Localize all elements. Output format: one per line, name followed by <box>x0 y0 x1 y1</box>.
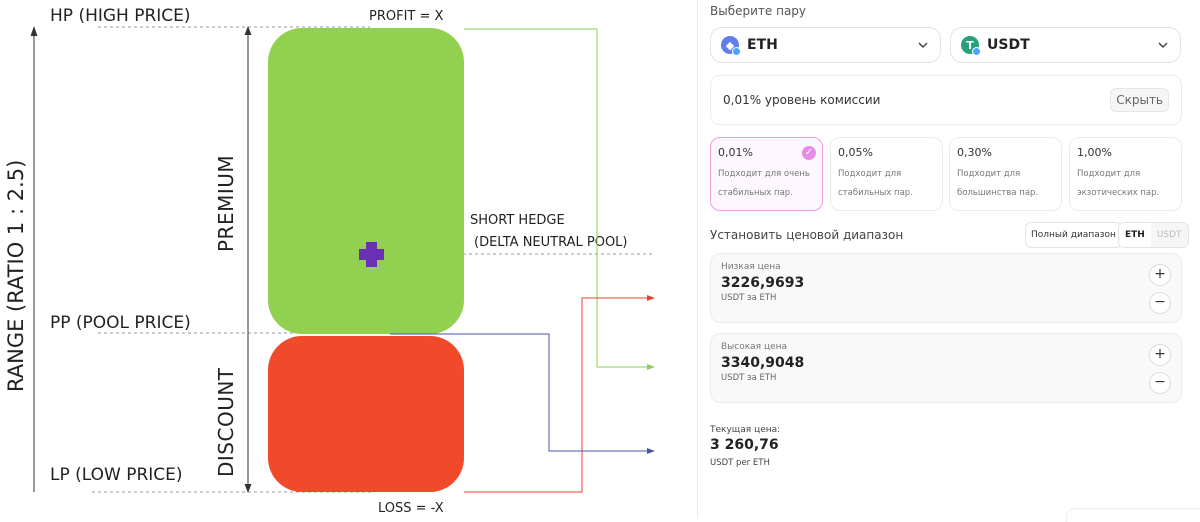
high-price-input[interactable]: Высокая цена 3340,9048 USDT за ETH + − <box>710 333 1182 403</box>
fee-tier-desc-line1: Подходит для очень <box>718 169 810 179</box>
fee-tier-pct: 0,01% <box>718 146 753 159</box>
lp-label: LP (LOW PRICE) <box>50 465 183 485</box>
chevron-down-icon <box>918 42 928 49</box>
fee-tier-option-1-00[interactable]: 1,00% Подходит для экзотических пар. <box>1069 137 1182 211</box>
fee-tier-desc-line1: Подходит для <box>957 169 1021 179</box>
fee-tier-pct: 0,05% <box>838 146 873 159</box>
range-diagram: RANGE (RATIO 1 : 2.5) HP (HIGH PRICE) PP… <box>4 6 655 516</box>
fee-tier-pct: 1,00% <box>1077 146 1112 159</box>
eth-icon: ◆ <box>721 36 741 56</box>
fee-tier-desc-line1: Подходит для <box>1077 169 1141 179</box>
pool-connector <box>390 333 648 452</box>
high-price-increment-button[interactable]: + <box>1149 344 1171 366</box>
current-price-unit: USDT per ETH <box>710 458 770 468</box>
low-price-unit: USDT за ETH <box>721 293 777 303</box>
fee-tier-desc-line1: Подходит для <box>838 169 902 179</box>
low-price-value[interactable]: 3226,9693 <box>721 275 805 291</box>
fee-tier-summary: 0,01% уровень комиссии Скрыть <box>710 75 1182 125</box>
token-a-select[interactable]: ◆ ETH <box>710 27 941 63</box>
full-range-button[interactable]: Полный диапазон <box>1025 222 1122 248</box>
toggle-usdt[interactable]: USDT <box>1150 223 1188 247</box>
panel-corner-card <box>1066 508 1200 522</box>
fee-tier-option-0-30[interactable]: 0,30% Подходит для большинства пар. <box>949 137 1062 211</box>
bracket-bottom-arrow <box>244 484 252 493</box>
usdt-icon: T <box>961 36 981 56</box>
profit-arrowhead <box>647 364 655 370</box>
fee-tier-desc-line2: стабильных пар. <box>718 188 793 198</box>
high-price-decrement-button[interactable]: − <box>1149 372 1171 394</box>
low-price-label: Низкая цена <box>721 262 781 272</box>
pool-settings-panel: Выберите пару ◆ ETH T USDT 0,01% уровень… <box>697 0 1200 522</box>
pp-label: PP (POOL PRICE) <box>50 313 191 333</box>
select-pair-title: Выберите пару <box>710 4 807 18</box>
short-hedge-cross-icon <box>359 242 384 267</box>
pool-arrowhead <box>647 448 655 454</box>
premium-box <box>268 28 464 334</box>
token-a-symbol: ETH <box>747 37 778 53</box>
discount-box <box>268 336 464 492</box>
low-price-increment-button[interactable]: + <box>1149 264 1171 286</box>
current-price-label: Текущая цена: <box>710 425 781 435</box>
fee-tier-pct: 0,30% <box>957 146 992 159</box>
range-label: RANGE (RATIO 1 : 2.5) <box>4 160 28 392</box>
set-price-range-title: Установить ценовой диапазон <box>710 228 904 242</box>
short-hedge-label: SHORT HEDGE <box>470 213 565 228</box>
loss-connector <box>464 297 648 493</box>
discount-label: DISCOUNT <box>214 367 238 477</box>
token-b-select[interactable]: T USDT <box>950 27 1181 63</box>
fee-tier-option-0-05[interactable]: 0,05% Подходит для стабильных пар. <box>830 137 943 211</box>
high-price-value[interactable]: 3340,9048 <box>721 355 805 371</box>
fee-tier-desc-line2: стабильных пар. <box>838 188 913 198</box>
premium-label: PREMIUM <box>214 155 238 252</box>
fee-tier-desc-line2: большинства пар. <box>957 188 1039 198</box>
fee-tier-text: 0,01% уровень комиссии <box>723 93 881 107</box>
token-b-symbol: USDT <box>987 37 1030 53</box>
high-price-unit: USDT за ETH <box>721 373 777 383</box>
fee-tier-desc-line2: экзотических пар. <box>1077 188 1160 198</box>
chevron-down-icon <box>1158 42 1168 49</box>
loss-arrowhead <box>647 295 655 301</box>
fee-tier-option-0-01[interactable]: 0,01% Подходит для очень стабильных пар.… <box>710 137 823 211</box>
profit-label: PROFIT = X <box>369 9 444 24</box>
hp-label: HP (HIGH PRICE) <box>50 6 191 26</box>
loss-label: LOSS = -X <box>378 501 444 516</box>
denomination-toggle: ETH USDT <box>1118 222 1189 248</box>
high-price-label: Высокая цена <box>721 342 788 352</box>
bracket-top-arrow <box>244 26 252 35</box>
toggle-eth[interactable]: ETH <box>1119 223 1151 247</box>
profit-connector <box>464 28 648 368</box>
hide-fee-tiers-button[interactable]: Скрыть <box>1110 88 1169 112</box>
delta-neutral-label: (DELTA NEUTRAL POOL) <box>474 235 628 250</box>
low-price-input[interactable]: Низкая цена 3226,9693 USDT за ETH + − <box>710 253 1182 323</box>
low-price-decrement-button[interactable]: − <box>1149 292 1171 314</box>
check-icon: ✓ <box>802 146 816 160</box>
current-price-value: 3 260,76 <box>710 437 779 453</box>
range-axis-arrowhead <box>30 26 38 36</box>
